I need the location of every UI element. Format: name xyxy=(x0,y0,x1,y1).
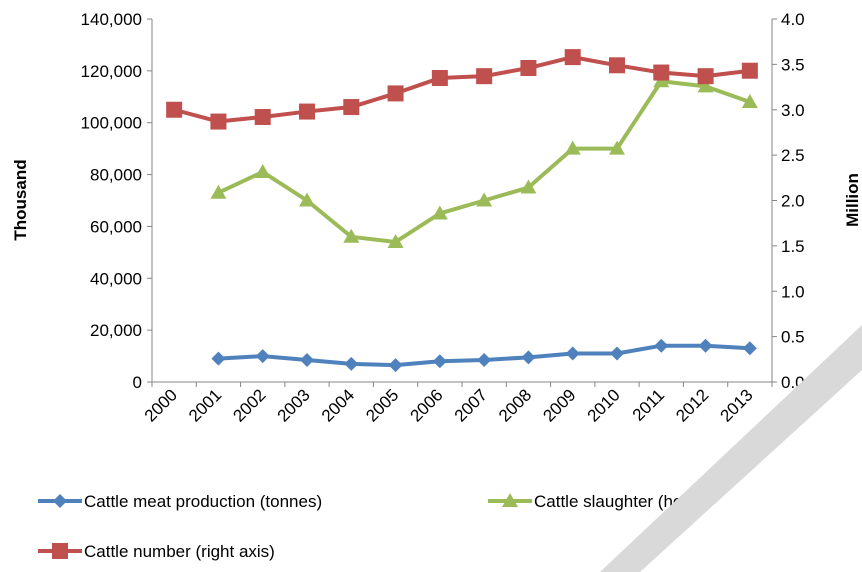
data-point xyxy=(52,543,68,559)
series-triangle xyxy=(210,73,758,248)
watermark xyxy=(600,325,862,572)
data-point xyxy=(432,354,447,369)
x-tick-label: 2000 xyxy=(141,385,181,425)
legend: Cattle meat production (tonnes) Cattle sl… xyxy=(38,492,707,561)
x-tick-label: 2006 xyxy=(407,385,447,425)
data-point xyxy=(211,351,226,366)
data-point xyxy=(653,64,670,81)
data-point xyxy=(299,192,315,207)
x-tick-label: 2009 xyxy=(539,385,579,425)
right-tick-label: 1.5 xyxy=(781,237,805,256)
data-point xyxy=(564,49,581,66)
data-point xyxy=(521,350,536,365)
data-point xyxy=(609,57,625,74)
x-tick-label: 2002 xyxy=(229,385,269,425)
data-point xyxy=(431,205,448,220)
x-tick-label: 2013 xyxy=(717,385,757,425)
x-tick-label: 2005 xyxy=(362,385,402,425)
data-point xyxy=(343,99,360,116)
data-point xyxy=(210,113,227,130)
left-tick-label: 80,000 xyxy=(90,166,142,185)
data-point xyxy=(610,346,624,361)
data-point xyxy=(697,78,714,93)
left-tick-label: 0 xyxy=(133,373,142,392)
x-tick-label: 2004 xyxy=(318,385,358,425)
legend-item: Cattle number (right axis) xyxy=(38,542,275,561)
data-point xyxy=(255,349,270,364)
x-tick-label: 2008 xyxy=(495,385,535,425)
data-point xyxy=(520,60,537,77)
right-tick-label: 3.5 xyxy=(781,55,805,74)
data-point xyxy=(520,179,537,194)
data-point xyxy=(654,338,669,353)
data-point xyxy=(698,338,713,353)
left-tick-label: 40,000 xyxy=(90,269,142,288)
data-point xyxy=(387,85,404,102)
right-tick-label: 2.0 xyxy=(781,192,805,211)
series-diamond xyxy=(211,338,757,373)
data-point xyxy=(210,184,227,199)
right-tick-label: 0.5 xyxy=(781,328,805,347)
data-point xyxy=(609,140,625,155)
right-tick-label: 1.0 xyxy=(781,282,805,301)
data-point xyxy=(741,62,758,79)
data-point xyxy=(431,69,448,86)
x-tick-label: 2010 xyxy=(584,385,624,425)
left-tick-label: 140,000 xyxy=(81,10,142,29)
data-point xyxy=(254,163,271,178)
x-tick-label: 2003 xyxy=(274,385,314,425)
data-point xyxy=(166,101,183,118)
x-tick-label: 2011 xyxy=(629,385,668,424)
data-point xyxy=(741,93,758,108)
series-square xyxy=(166,49,758,130)
right-tick-label: 2.5 xyxy=(781,146,805,165)
data-point xyxy=(697,68,714,85)
data-point xyxy=(564,140,581,155)
data-point xyxy=(476,68,493,85)
left-tick-label: 100,000 xyxy=(81,114,142,133)
data-point xyxy=(387,233,404,248)
x-tick-label: 2007 xyxy=(451,385,491,425)
right-tick-label: 3.0 xyxy=(781,101,805,120)
legend-label: Cattle meat production (tonnes) xyxy=(84,492,322,511)
left-tick-label: 60,000 xyxy=(90,217,142,236)
data-point xyxy=(477,352,492,367)
data-point xyxy=(343,228,360,243)
data-point xyxy=(299,103,315,120)
data-point xyxy=(388,358,403,373)
data-point xyxy=(502,493,518,507)
left-tick-label: 20,000 xyxy=(90,321,142,340)
right-axis-title: Million xyxy=(843,173,862,227)
data-point xyxy=(53,494,67,508)
x-tick-label: 2001 xyxy=(185,385,225,425)
legend-item: Cattle meat production (tonnes) xyxy=(38,492,322,511)
legend-label: Cattle number (right axis) xyxy=(84,542,275,561)
legend-label: Cattle slaughter (head) xyxy=(534,492,707,511)
data-point xyxy=(742,341,757,356)
data-point xyxy=(476,192,493,207)
x-tick-label: 2012 xyxy=(672,385,712,425)
left-axis-title: Thousand xyxy=(11,159,30,240)
series-layer xyxy=(166,49,758,373)
data-point xyxy=(565,346,580,361)
data-point xyxy=(254,109,271,126)
data-point xyxy=(300,352,314,367)
data-point xyxy=(344,356,359,371)
right-tick-label: 4.0 xyxy=(781,10,805,29)
series-line xyxy=(217,79,751,244)
left-tick-label: 120,000 xyxy=(81,62,142,81)
legend-item: Cattle slaughter (head) xyxy=(488,492,707,511)
